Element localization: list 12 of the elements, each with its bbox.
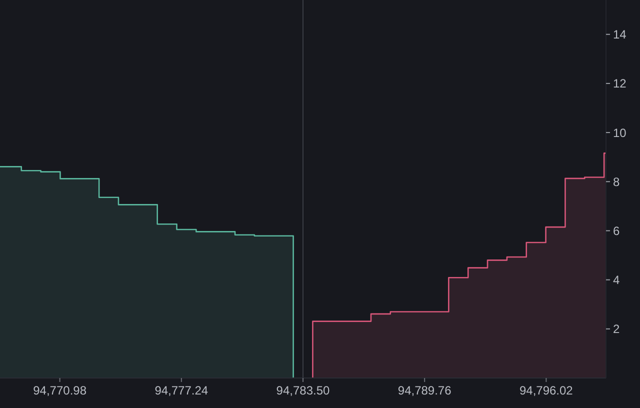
y-tick-label: 6 [613,224,620,238]
x-tick-label: 94,796.02 [519,384,574,398]
y-tick-label: 10 [613,126,627,140]
y-tick-label: 12 [613,76,627,91]
y-tick-label: 14 [613,28,627,42]
x-tick-label: 94,783.50 [276,384,330,398]
y-tick-label: 4 [613,273,620,288]
y-tick-label: 8 [613,174,620,189]
y-tick-label: 2 [613,322,620,336]
x-tick-label: 94,777.24 [154,384,208,398]
x-tick-label: 94,770.98 [33,384,87,398]
x-tick-label: 94,789.76 [398,384,452,398]
